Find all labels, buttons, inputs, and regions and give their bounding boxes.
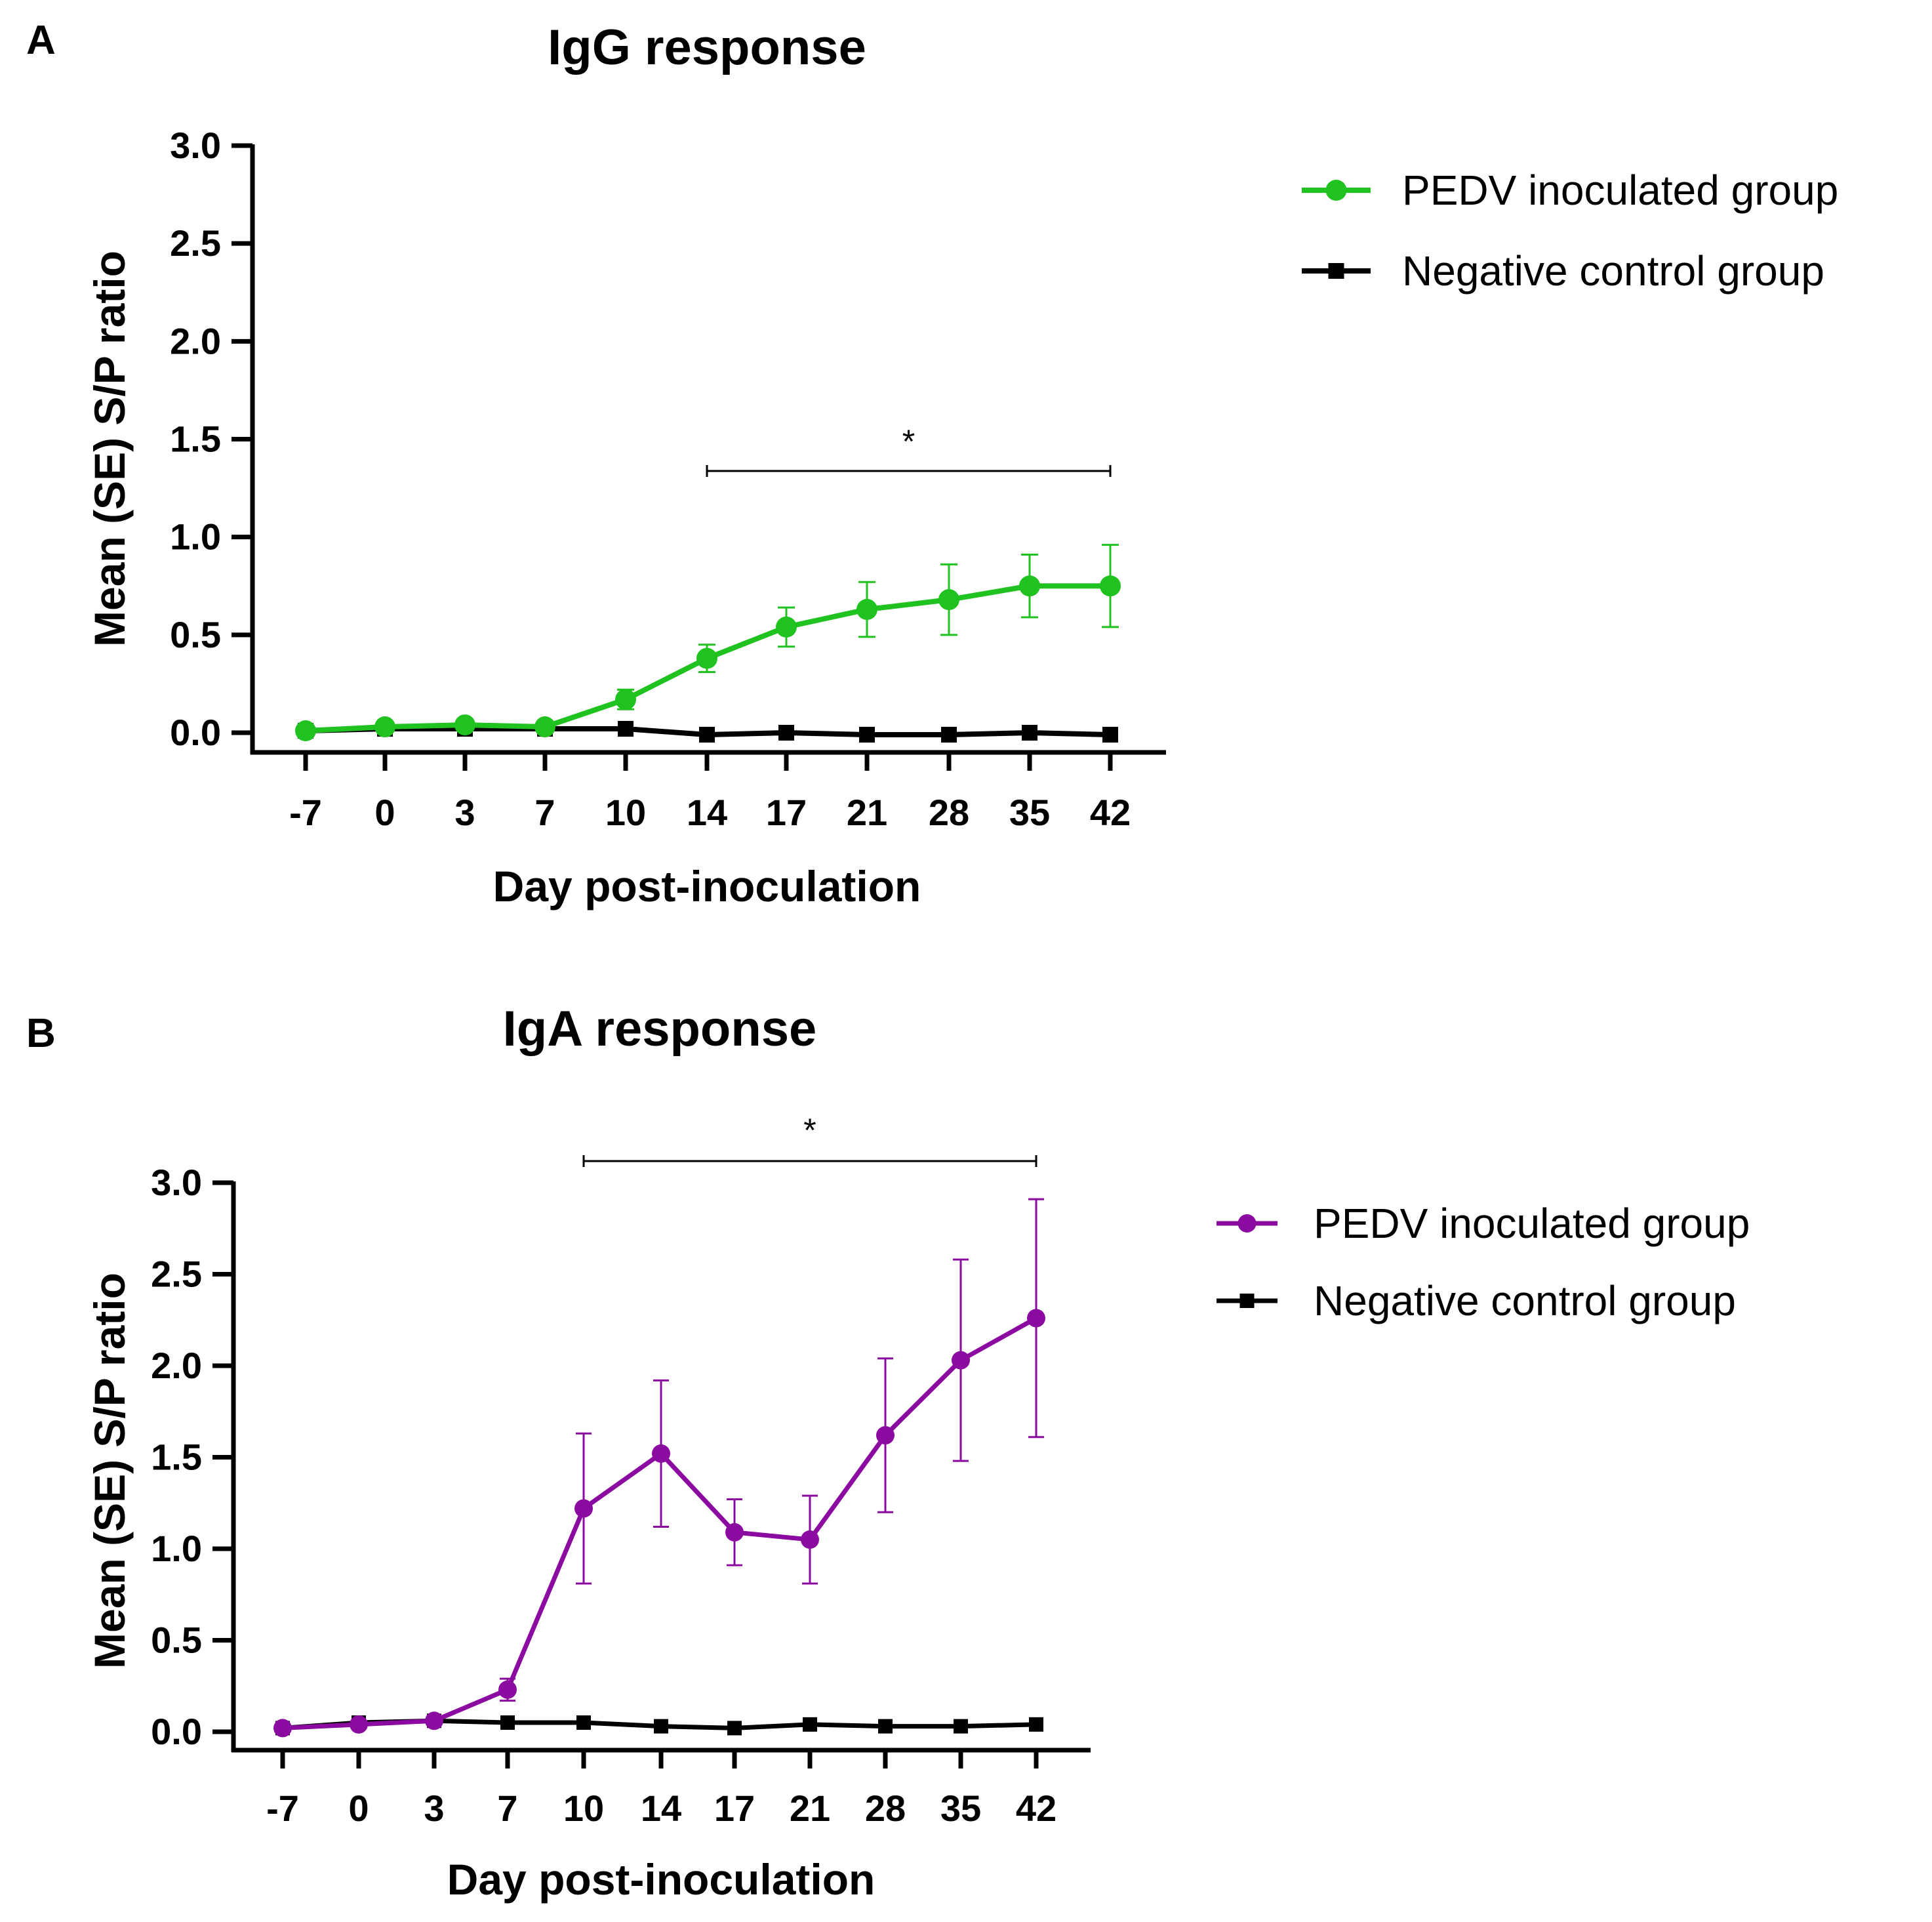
data-point — [801, 1530, 819, 1549]
x-tick-label: 0 — [374, 792, 395, 833]
series-pedv-inoculated — [295, 544, 1121, 742]
data-point — [1102, 726, 1118, 743]
data-point — [699, 726, 715, 743]
y-tick-label: 1.0 — [170, 516, 221, 558]
data-point — [954, 1719, 968, 1734]
legend-marker — [1328, 263, 1344, 279]
data-point — [374, 716, 395, 738]
y-tick-label: 0.0 — [151, 1711, 202, 1752]
y-tick-label: 1.5 — [151, 1437, 202, 1478]
x-tick-label: 42 — [1090, 792, 1131, 833]
panel-label: B — [26, 1011, 56, 1056]
y-tick-label: 2.0 — [151, 1345, 202, 1386]
data-point — [425, 1711, 443, 1730]
x-tick-label: -7 — [266, 1788, 299, 1829]
y-tick-label: 1.5 — [170, 419, 221, 460]
significance-label: * — [803, 1112, 816, 1149]
x-tick-label: -7 — [289, 792, 322, 833]
series-pedv-inoculated — [273, 1198, 1045, 1738]
data-point — [654, 1719, 668, 1734]
data-point — [574, 1499, 593, 1518]
data-point — [778, 725, 794, 741]
data-point — [273, 1719, 292, 1738]
data-point — [615, 689, 636, 710]
x-tick-label: 21 — [790, 1788, 830, 1829]
chart-title: IgA response — [503, 1001, 817, 1057]
y-tick-label: 2.0 — [170, 320, 221, 361]
x-tick-label: 42 — [1016, 1788, 1057, 1829]
legend-label: PEDV inoculated group — [1402, 167, 1838, 214]
chart-panel-a: A IgG response 0.0 0.5 1.0 1.5 2.0 2.5 3.0 -7 0 3 7 1… — [26, 18, 1838, 910]
data-point — [534, 716, 555, 738]
x-tick-label: 7 — [497, 1788, 517, 1829]
data-point — [941, 726, 957, 743]
data-point — [500, 1715, 515, 1730]
x-tick-label: 3 — [424, 1788, 444, 1829]
x-tick-label: 28 — [929, 792, 969, 833]
legend: PEDV inoculated group Negative control gr… — [1217, 1200, 1750, 1324]
data-point — [696, 647, 717, 669]
x-tick-label: 0 — [348, 1788, 369, 1829]
data-point — [498, 1680, 517, 1699]
chart-panel-b: B IgA response 0.0 0.5 1.0 1.5 2.0 2.5 3.0 -7 0 3 7 1… — [26, 1001, 1750, 1904]
data-point — [1019, 575, 1040, 597]
data-point — [776, 616, 797, 638]
x-tick-label: 17 — [714, 1788, 755, 1829]
legend-label: Negative control group — [1314, 1277, 1736, 1324]
x-tick-label: 17 — [766, 792, 807, 833]
data-point — [876, 1426, 895, 1445]
legend-label: PEDV inoculated group — [1314, 1200, 1750, 1247]
x-tick-label: 10 — [605, 792, 646, 833]
y-tick-label: 3.0 — [170, 125, 221, 166]
data-point — [803, 1717, 817, 1732]
y-axis-label: Mean (SE) S/P ratio — [85, 251, 134, 647]
data-point — [295, 720, 316, 742]
panel-label: A — [26, 18, 56, 63]
y-tick-label: 0.5 — [170, 614, 221, 655]
data-point — [1027, 1309, 1045, 1328]
data-point — [952, 1351, 970, 1370]
data-point — [727, 1721, 742, 1736]
x-tick-label: 35 — [940, 1788, 981, 1829]
legend-label: Negative control group — [1402, 247, 1824, 295]
x-axis-label: Day post-inoculation — [447, 1855, 875, 1904]
x-tick-label: 3 — [454, 792, 475, 833]
data-point — [454, 714, 475, 736]
legend-marker — [1239, 1294, 1255, 1308]
data-point — [878, 1719, 893, 1734]
x-tick-label: 21 — [847, 792, 887, 833]
y-tick-label: 3.0 — [151, 1162, 202, 1203]
legend-marker — [1325, 180, 1347, 201]
data-point — [1100, 575, 1121, 597]
y-tick-label: 2.5 — [151, 1254, 202, 1295]
y-tick-label: 2.5 — [170, 222, 221, 264]
x-tick-label: 14 — [641, 1788, 681, 1829]
x-tick-label: 28 — [865, 1788, 906, 1829]
x-tick-label: 10 — [563, 1788, 604, 1829]
x-tick-label: 14 — [687, 792, 727, 833]
data-point — [859, 726, 875, 743]
significance-label: * — [902, 423, 915, 460]
data-point — [725, 1523, 744, 1542]
data-point — [938, 589, 959, 611]
legend: PEDV inoculated group Negative control gr… — [1302, 167, 1838, 295]
data-point — [856, 599, 877, 621]
data-point — [576, 1715, 591, 1730]
data-point — [652, 1444, 670, 1463]
chart-title: IgG response — [548, 20, 866, 75]
data-point — [618, 721, 634, 737]
x-axis-label: Day post-inoculation — [493, 862, 921, 910]
data-point — [1022, 725, 1037, 741]
y-tick-label: 1.0 — [151, 1528, 202, 1569]
y-tick-label: 0.0 — [170, 712, 221, 753]
y-tick-label: 0.5 — [151, 1620, 202, 1661]
x-tick-label: 35 — [1009, 792, 1050, 833]
data-point — [350, 1715, 368, 1734]
legend-marker — [1238, 1214, 1257, 1233]
data-point — [1029, 1717, 1043, 1732]
y-axis-label: Mean (SE) S/P ratio — [85, 1273, 134, 1669]
x-tick-label: 7 — [534, 792, 555, 833]
